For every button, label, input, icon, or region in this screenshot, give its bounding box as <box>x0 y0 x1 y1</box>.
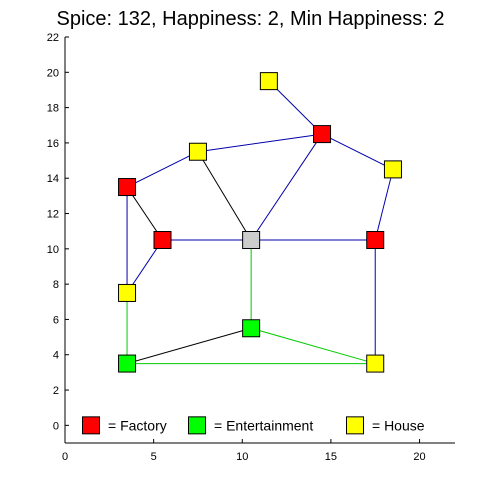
y-tick-label: 12 <box>47 209 59 221</box>
graph-edge <box>197 133 323 153</box>
y-tick-label: 10 <box>47 244 59 256</box>
node-factory <box>366 231 385 249</box>
x-tick-label: 10 <box>236 451 248 463</box>
legend-label: = Entertainment <box>214 417 313 433</box>
legend-swatch-house <box>346 416 364 435</box>
y-tick-label: 4 <box>53 350 59 362</box>
node-house <box>188 142 207 161</box>
node-house <box>259 72 278 91</box>
node-factory <box>153 231 172 249</box>
legend-label: = House <box>372 417 425 433</box>
y-tick-label: 16 <box>47 138 59 150</box>
x-tick-label: 5 <box>151 451 157 463</box>
x-tick-label: 15 <box>325 451 337 463</box>
y-tick-label: 14 <box>47 173 59 185</box>
y-tick-label: 6 <box>53 314 59 326</box>
y-tick-label: 22 <box>47 32 59 44</box>
y-tick-label: 20 <box>47 67 59 79</box>
node-entertainment <box>242 319 261 338</box>
y-tick-label: 2 <box>53 385 59 397</box>
graph-edge <box>126 151 199 188</box>
graph-nodes <box>118 72 402 373</box>
node-empty <box>242 231 261 249</box>
graph-edge <box>374 169 394 241</box>
chart-title: Spice: 132, Happiness: 2, Min Happiness:… <box>56 8 445 30</box>
node-house <box>366 354 385 373</box>
graph-edge <box>321 133 394 170</box>
x-tick-label: 20 <box>413 451 425 463</box>
axes: 0 5 10 15 20 0 2 4 6 8 10 12 14 16 18 20 22 <box>47 32 455 463</box>
graph-edge <box>197 151 252 241</box>
node-factory <box>313 125 332 144</box>
graph-edge <box>126 327 252 365</box>
y-tick-label: 18 <box>47 103 59 115</box>
graph-edge <box>250 133 323 241</box>
x-tick-label: 0 <box>62 451 68 463</box>
y-tick-label: 8 <box>53 279 59 291</box>
node-house <box>118 283 137 302</box>
y-tick-label: 0 <box>53 420 59 432</box>
legend-label: = Factory <box>108 417 167 433</box>
legend-swatch-factory <box>82 416 100 435</box>
node-factory <box>118 178 137 197</box>
graph-edge <box>250 327 376 365</box>
legend-swatch-entertainment <box>188 416 206 435</box>
legend: = Factory = Entertainment = House <box>82 416 425 435</box>
node-entertainment <box>118 354 137 373</box>
node-house <box>383 160 402 179</box>
